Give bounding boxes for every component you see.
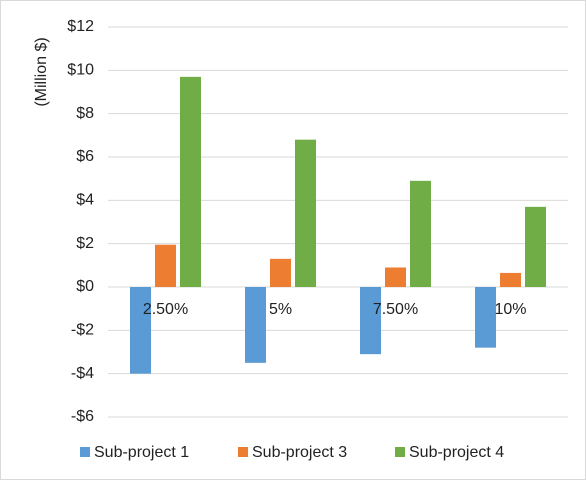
y-tick-label: -$6 — [71, 408, 94, 425]
y-tick-label: $10 — [67, 62, 94, 79]
bar — [500, 272, 521, 287]
bar — [245, 287, 266, 363]
x-tick-label: 2.50% — [143, 301, 188, 318]
x-tick-label: 10% — [494, 301, 526, 318]
y-tick-label: -$2 — [71, 322, 94, 339]
legend-swatch — [80, 447, 90, 457]
y-tick-label: $6 — [76, 148, 94, 165]
legend-label: Sub-project 1 — [94, 444, 189, 461]
y-tick-label: $8 — [76, 105, 94, 122]
legend-swatch — [238, 447, 248, 457]
y-tick-label: $4 — [76, 192, 94, 209]
legend-swatch — [395, 447, 405, 457]
y-tick-label: -$4 — [71, 365, 94, 382]
y-tick-label: $12 — [67, 18, 94, 35]
bar — [180, 76, 201, 287]
bar — [295, 139, 316, 287]
bar — [385, 267, 406, 287]
bar — [410, 180, 431, 287]
bar — [130, 287, 151, 374]
y-axis-title: (Million $) — [33, 37, 50, 106]
x-tick-label: 5% — [269, 301, 292, 318]
y-tick-label: $2 — [76, 235, 94, 252]
y-tick-label: $0 — [76, 278, 94, 295]
bar — [525, 206, 546, 287]
legend-label: Sub-project 4 — [409, 444, 504, 461]
x-tick-label: 7.50% — [373, 301, 418, 318]
bar — [270, 258, 291, 287]
bar — [155, 244, 176, 287]
legend-label: Sub-project 3 — [252, 444, 347, 461]
bar — [360, 287, 381, 355]
bar — [475, 287, 496, 348]
